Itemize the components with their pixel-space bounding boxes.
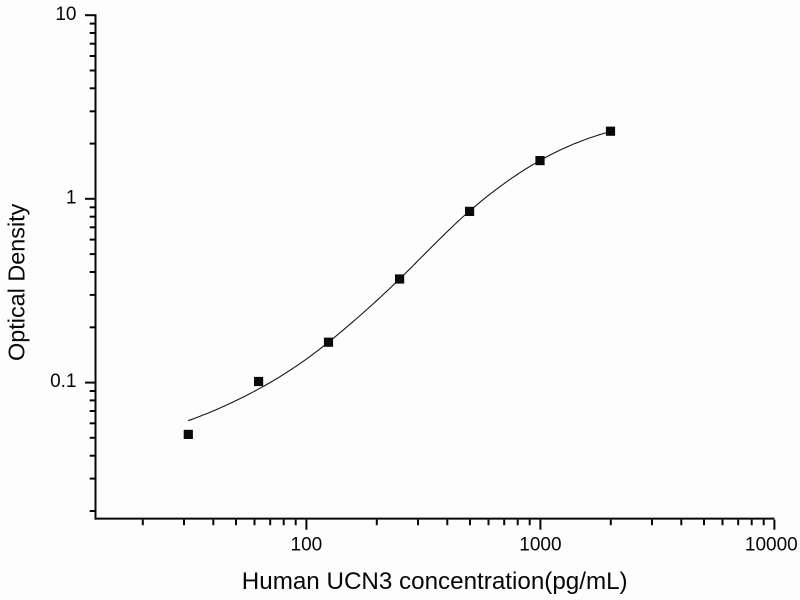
svg-text:Optical Density: Optical Density [4,203,30,361]
svg-text:1000: 1000 [519,535,561,556]
svg-text:Human UCN3 concentration(pg/mL: Human UCN3 concentration(pg/mL) [242,568,628,595]
svg-text:0.1: 0.1 [50,371,76,392]
svg-text:10000: 10000 [745,535,798,556]
svg-text:1: 1 [66,187,77,208]
svg-text:100: 100 [291,535,323,556]
svg-text:10: 10 [55,4,76,25]
